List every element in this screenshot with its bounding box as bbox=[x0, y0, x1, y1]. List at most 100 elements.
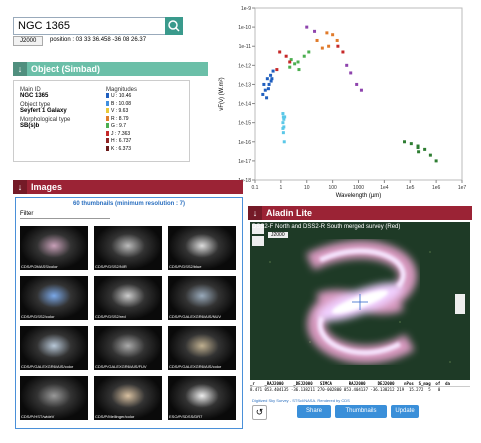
images-header[interactable]: ↓ Images bbox=[13, 180, 243, 194]
field-value: Seyfert 1 Galaxy bbox=[20, 108, 67, 114]
band-swatch bbox=[106, 138, 109, 144]
reset-button[interactable]: ↺ bbox=[252, 405, 267, 420]
sky-view[interactable] bbox=[250, 222, 470, 380]
data-point bbox=[345, 63, 349, 67]
data-point bbox=[428, 153, 432, 157]
data-point bbox=[336, 44, 340, 48]
aladin-title: Aladin Lite bbox=[266, 208, 313, 218]
magnitude: G : 9.7 bbox=[111, 123, 127, 129]
data-point bbox=[327, 44, 331, 48]
search-button[interactable] bbox=[165, 17, 183, 35]
data-point bbox=[355, 82, 359, 86]
data-point bbox=[315, 38, 319, 42]
y-tick-label: 1e-15 bbox=[238, 121, 251, 127]
thumbnail-label: CDS/P/2MASS/color bbox=[21, 264, 58, 269]
position: position : 03 33 36.458 -36 08 26.37 bbox=[50, 37, 147, 43]
data-point bbox=[417, 150, 421, 154]
data-point bbox=[263, 88, 267, 92]
thumbnail[interactable]: CDS/P/2MASS/color bbox=[20, 226, 88, 270]
data-point bbox=[266, 87, 270, 91]
magnitudes-title: Magnitudes bbox=[106, 87, 138, 93]
data-point bbox=[261, 92, 265, 96]
thumbnail-label: CDS/P/GALEXGR6/AIS/color bbox=[169, 364, 222, 369]
data-point bbox=[282, 117, 286, 121]
data-point bbox=[289, 58, 293, 62]
magnitude: V : 9.63 bbox=[111, 108, 129, 114]
search-input[interactable]: NGC 1365 bbox=[13, 17, 169, 35]
thumbnail[interactable]: CDS/P/DSS2/NIR bbox=[94, 226, 162, 270]
band-swatch bbox=[106, 93, 109, 99]
y-axis-label: νF(ν) (W.m²) bbox=[219, 77, 225, 110]
thumbnail[interactable]: CDS/P/DSS2/color bbox=[20, 276, 88, 320]
action-button[interactable]: Thumbnails bbox=[335, 405, 387, 418]
action-button[interactable]: Update bbox=[391, 405, 419, 418]
thumbnail[interactable]: CDS/P/Mellinger/color bbox=[94, 376, 162, 420]
magnitude-row: V : 9.63 bbox=[106, 108, 137, 116]
aladin-header[interactable]: ↓ Aladin Lite bbox=[248, 206, 472, 220]
frame-select[interactable]: J2000 bbox=[13, 36, 44, 46]
y-tick-label: 1e-11 bbox=[239, 44, 252, 50]
data-point bbox=[423, 147, 427, 151]
magnitude-row: J : 7.363 bbox=[106, 131, 137, 139]
band-swatch bbox=[106, 130, 109, 136]
table-row: 8.471 053.404135 -36.138211 270-002800 0… bbox=[250, 387, 441, 392]
x-tick-label: 1 bbox=[279, 185, 282, 191]
filter-input[interactable]: Filter bbox=[20, 211, 110, 219]
data-point bbox=[269, 79, 273, 83]
thumbnail-label: CDS/P/Mellinger/color bbox=[95, 414, 135, 419]
data-point bbox=[281, 121, 285, 125]
y-tick-label: 1e-14 bbox=[238, 102, 251, 108]
data-point bbox=[271, 69, 275, 73]
data-point bbox=[434, 159, 438, 163]
credit: Digitized Sky Survey - STScI/NASA. Rende… bbox=[252, 398, 350, 403]
x-tick-label: 1e7 bbox=[458, 185, 467, 191]
thumbnail[interactable]: CDS/P/GALEXGR6/AIS/FUV bbox=[94, 326, 162, 370]
thumbnail[interactable]: CDS/P/GALEXGR6/AIS/color bbox=[168, 326, 236, 370]
thumbnail[interactable]: ESO/P/SDSS/DR7 bbox=[168, 376, 236, 420]
y-tick-label: 1e-10 bbox=[238, 25, 251, 31]
field-value: NGC 1365 bbox=[20, 93, 49, 99]
thumbnail-label: ESO/P/SDSS/DR7 bbox=[169, 414, 203, 419]
field-label: Morphological type bbox=[20, 117, 71, 123]
thumbnail[interactable]: CDS/P/DSS2/blue bbox=[168, 226, 236, 270]
field-label: Main ID bbox=[20, 87, 41, 93]
aladin-frame[interactable]: J2000 bbox=[268, 232, 288, 238]
data-point bbox=[305, 25, 309, 29]
magnitude: U : 10.46 bbox=[111, 93, 132, 99]
thumbnail[interactable]: CDS/P/DSS2/red bbox=[94, 276, 162, 320]
x-tick-label: 1e6 bbox=[432, 185, 441, 191]
thumbnail[interactable]: CDS/P/GALEXGR6/AIS/color bbox=[20, 326, 88, 370]
band-swatch bbox=[106, 100, 109, 106]
magnitude: B : 10.08 bbox=[111, 100, 132, 107]
object-info: Main ID NGC 1365 Object type Seyfert 1 Gala… bbox=[13, 80, 190, 162]
magnitude: K : 6.373 bbox=[111, 145, 132, 152]
magnitude: R : 8.79 bbox=[111, 115, 129, 122]
data-point bbox=[349, 71, 353, 75]
thumbnail-label: CDS/P/DSS2/blue bbox=[169, 264, 202, 269]
action-button[interactable]: Share bbox=[297, 405, 331, 418]
survey-name: DSS2-F North and DSS2-R South merged sur… bbox=[252, 224, 401, 230]
x-tick-label: 1000 bbox=[353, 185, 364, 191]
data-point bbox=[269, 73, 273, 77]
data-point bbox=[284, 54, 288, 58]
data-point bbox=[288, 65, 292, 69]
magnitude: J : 7.363 bbox=[111, 130, 131, 137]
thumbnail-label: CDS/P/HST/wideV bbox=[21, 414, 55, 419]
data-point bbox=[302, 54, 306, 58]
thumbnail[interactable]: CDS/P/HST/wideV bbox=[20, 376, 88, 420]
object-header[interactable]: ↓ Object (Simbad) bbox=[13, 62, 208, 76]
data-point bbox=[409, 142, 413, 146]
magnitude-row: G : 9.7 bbox=[106, 123, 137, 131]
images-title: Images bbox=[31, 182, 63, 192]
x-tick-label: 1e5 bbox=[406, 185, 415, 191]
magnitude-row: B : 10.08 bbox=[106, 101, 137, 109]
thumbnail[interactable]: CDS/P/GALEXGR6/AIS/NUV bbox=[168, 276, 236, 320]
x-tick-label: 100 bbox=[328, 185, 337, 191]
data-point bbox=[278, 50, 282, 54]
y-tick-label: 1e-9 bbox=[241, 6, 251, 12]
thumbnail-summary: 60 thumbnails (minimum resolution : 7) bbox=[72, 201, 185, 207]
thumbnail-label: CDS/P/GALEXGR6/AIS/NUV bbox=[169, 314, 222, 319]
band-swatch bbox=[106, 145, 109, 151]
magnitude: H : 6.737 bbox=[111, 138, 132, 144]
images-panel: 60 thumbnails (minimum resolution : 7) F… bbox=[15, 197, 243, 429]
